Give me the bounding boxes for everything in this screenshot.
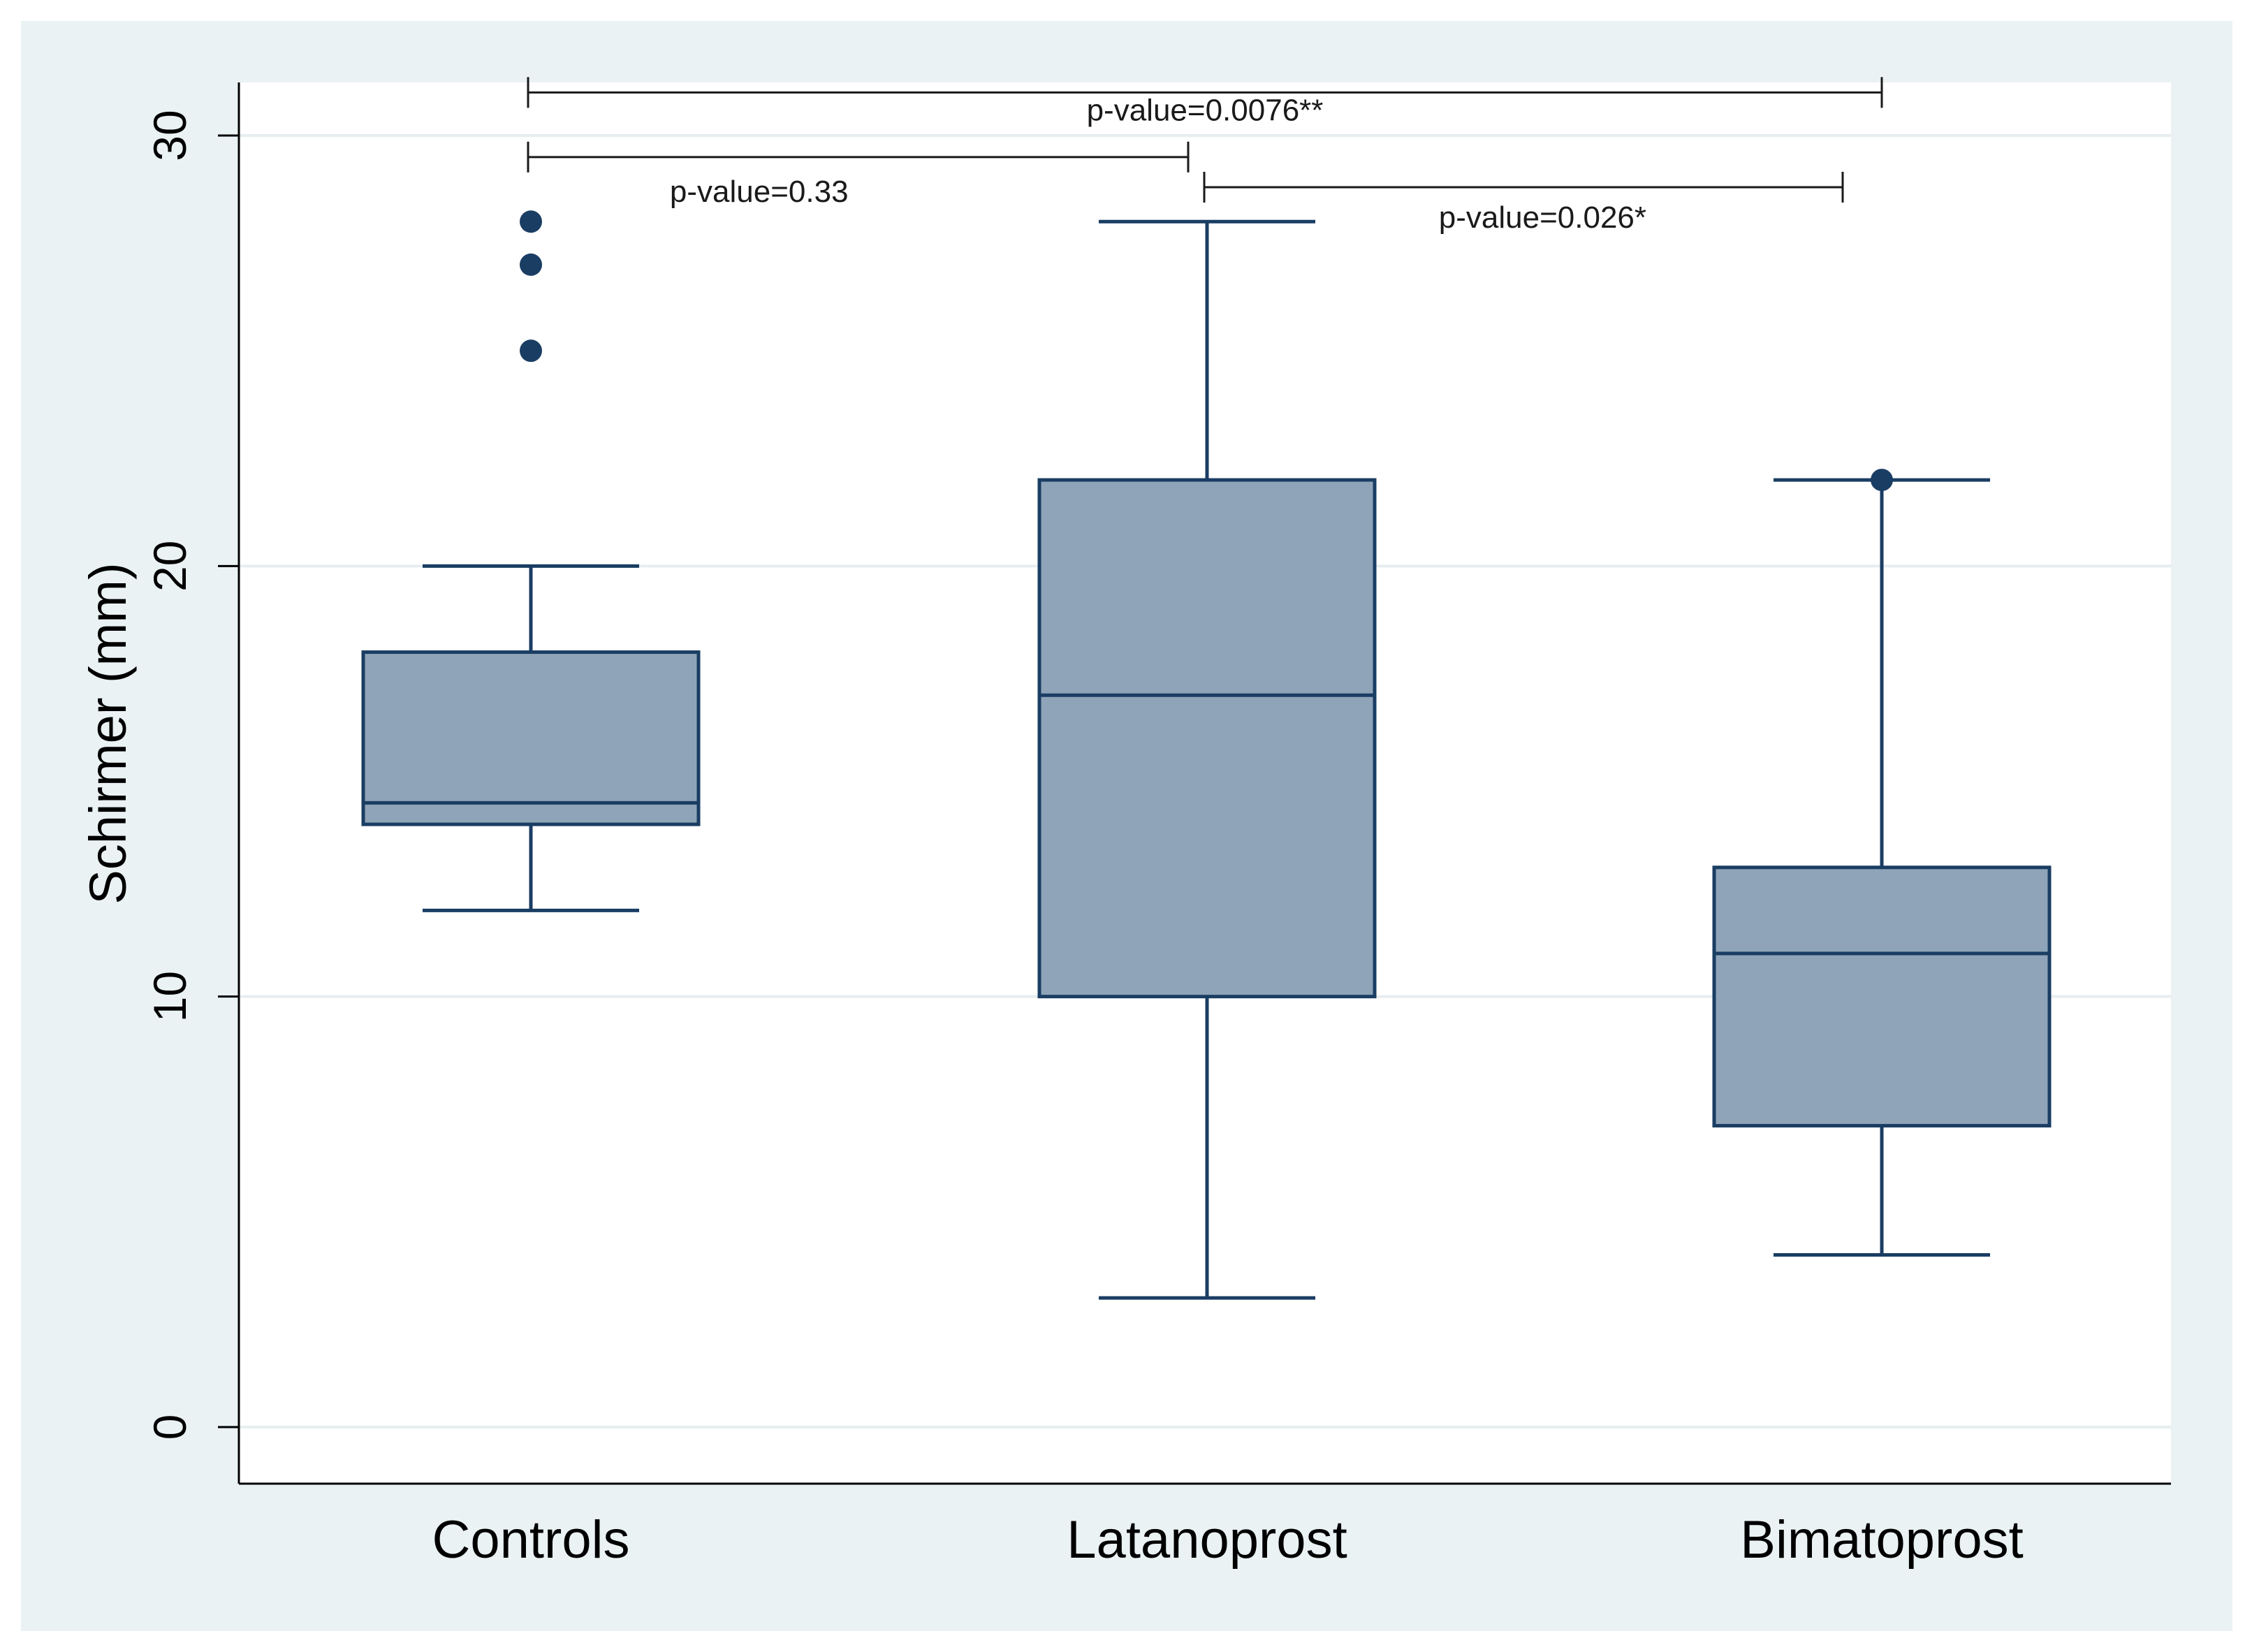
p-value-label: p-value=0.0076** (1087, 93, 1324, 127)
box-latanoprost (1037, 219, 1377, 1300)
y-tick-label: 20 (144, 541, 196, 592)
category-labels: Controls Latanoprost Bimatoprost (432, 1510, 2024, 1570)
outlier-point (520, 339, 542, 363)
box-bimatoprost (1712, 469, 2052, 1257)
y-axis-ticks: 0 10 20 30 (144, 110, 239, 1440)
outlier-point (1871, 469, 1893, 492)
comparison-bracket: p-value=0.33 (527, 141, 1190, 209)
category-label-bimatoprost: Bimatoprost (1740, 1510, 2024, 1570)
y-axis-label: Schirmer (mm) (79, 562, 137, 904)
comparison-bracket: p-value=0.026* (1203, 171, 1844, 235)
p-value-label: p-value=0.026* (1439, 200, 1646, 235)
comparisons: p-value=0.0076** p-value=0.33 p-value=0.02… (527, 77, 1883, 235)
outlier-point (520, 210, 542, 233)
iqr-box (361, 650, 701, 826)
outlier-point (520, 253, 542, 276)
p-value-label: p-value=0.33 (670, 175, 849, 209)
y-tick-label: 0 (144, 1415, 196, 1440)
boxes (361, 210, 2052, 1300)
iqr-box (1712, 865, 2052, 1128)
y-tick-label: 10 (144, 971, 196, 1022)
y-tick-label: 30 (144, 110, 196, 161)
category-label-latanoprost: Latanoprost (1067, 1510, 1347, 1570)
category-label-controls: Controls (432, 1510, 630, 1570)
box-controls (361, 210, 701, 912)
comparison-bracket: p-value=0.0076** (527, 77, 1883, 127)
iqr-box (1037, 478, 1377, 999)
